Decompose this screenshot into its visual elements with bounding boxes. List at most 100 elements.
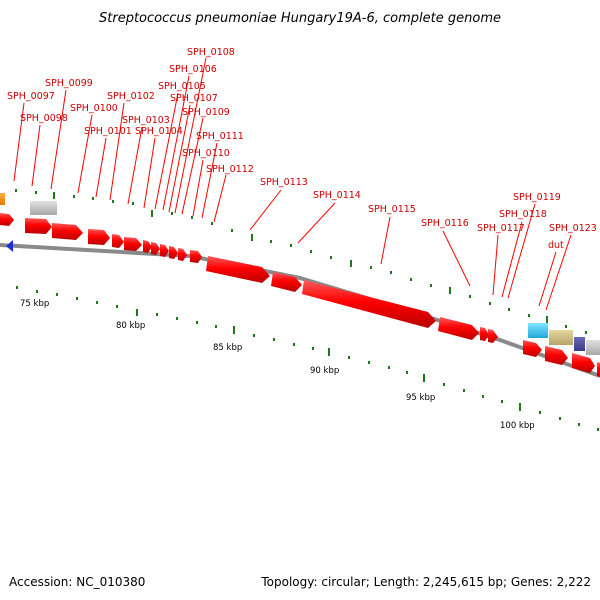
tick-mark: [156, 313, 158, 316]
feature-box[interactable]: [586, 340, 600, 355]
leader-line: [174, 57, 207, 214]
accession-text: Accession: NC_010380: [9, 575, 145, 589]
feature-box[interactable]: [30, 201, 57, 215]
scale-label-75: 75 kbp: [20, 299, 49, 309]
tick-mark: [348, 356, 350, 359]
gene-label[interactable]: SPH_0103: [122, 115, 170, 126]
gene-arrow[interactable]: [52, 223, 83, 240]
gene-arrow[interactable]: [438, 317, 479, 340]
gene-arrow[interactable]: [523, 340, 542, 357]
tick-mark: [290, 244, 292, 247]
tick-mark: [597, 428, 599, 431]
gene-label[interactable]: SPH_0112: [206, 164, 254, 175]
scale-label-95: 95 kbp: [406, 393, 435, 403]
tick-mark: [443, 383, 445, 386]
leader-line: [492, 234, 499, 296]
tick-mark: [449, 287, 451, 294]
gene-label[interactable]: SPH_0118: [499, 209, 547, 220]
leader-line: [501, 221, 523, 298]
gene-arrow[interactable]: [488, 329, 498, 343]
gene-label[interactable]: SPH_0100: [70, 103, 118, 114]
map-title: Streptococcus pneumoniae Hungary19A-6, c…: [99, 11, 501, 26]
tick-mark: [406, 371, 408, 374]
scale-tick-row: [16, 286, 599, 431]
gene-label[interactable]: dut: [548, 240, 564, 251]
tick-mark: [293, 343, 295, 346]
tick-mark: [73, 195, 75, 198]
feature-box[interactable]: [574, 337, 585, 351]
gene-arrow[interactable]: [178, 248, 187, 261]
tick-mark: [136, 309, 138, 316]
gene-arrow[interactable]: [151, 242, 160, 255]
leader-line: [213, 174, 227, 223]
scale-label-100: 100 kbp: [500, 421, 535, 431]
gene-arrow[interactable]: [302, 280, 436, 328]
gene-label[interactable]: SPH_0114: [313, 190, 361, 201]
gene-label[interactable]: SPH_0105: [158, 81, 206, 92]
tick-mark: [116, 305, 118, 308]
tick-mark: [539, 411, 541, 414]
gene-label[interactable]: SPH_0106: [169, 64, 217, 75]
tick-mark: [35, 191, 37, 194]
gene-label[interactable]: SPH_0101: [84, 126, 132, 137]
tick-mark: [233, 326, 235, 334]
gene-arrow[interactable]: [572, 353, 595, 373]
gene-label[interactable]: SPH_0117: [477, 223, 525, 234]
gene-label[interactable]: SPH_0097: [7, 91, 55, 102]
tick-mark: [273, 338, 275, 341]
leader-line: [50, 89, 67, 190]
gene-arrow[interactable]: [25, 218, 52, 234]
gene-arrow[interactable]: [88, 229, 110, 245]
gene-label[interactable]: SPH_0098: [20, 113, 68, 124]
feature-box[interactable]: [0, 193, 5, 205]
gene-label[interactable]: SPH_0111: [196, 131, 244, 142]
leader-line: [13, 102, 25, 182]
gene-arrow[interactable]: [190, 250, 202, 263]
leader-line: [297, 202, 336, 244]
gene-label[interactable]: SPH_0099: [45, 78, 93, 89]
gene-label[interactable]: SPH_0107: [170, 93, 218, 104]
scale-label-85: 85 kbp: [213, 343, 242, 353]
gene-arrow[interactable]: [597, 362, 600, 377]
scale-label-90: 90 kbp: [310, 366, 339, 376]
leader-line: [77, 114, 93, 194]
feature-box[interactable]: [549, 330, 573, 345]
gene-label[interactable]: SPH_0115: [368, 204, 416, 215]
gene-arrow[interactable]: [143, 240, 152, 253]
gene-arrow[interactable]: [160, 244, 169, 257]
gene-label[interactable]: SPH_0116: [421, 218, 469, 229]
gene-label[interactable]: SPH_0102: [107, 91, 155, 102]
gene-arrow[interactable]: [124, 237, 142, 251]
tick-mark: [312, 347, 314, 350]
gene-label[interactable]: SPH_0123: [549, 223, 597, 234]
gene-arrow[interactable]: [169, 246, 178, 259]
gene-label[interactable]: SPH_0109: [182, 107, 230, 118]
gene-label[interactable]: SPH_0113: [260, 177, 308, 188]
gene-label[interactable]: SPH_0104: [135, 126, 183, 137]
leader-line: [162, 75, 190, 211]
gene-arrow[interactable]: [112, 234, 124, 248]
tick-mark: [191, 216, 193, 219]
gene-arrow[interactable]: [271, 272, 302, 292]
leader-lines: [13, 57, 572, 311]
gene-arrow[interactable]: [545, 346, 568, 365]
tick-mark: [546, 316, 548, 323]
scale-labels: 75 kbp 80 kbp 85 kbp 90 kbp 95 kbp 100 k…: [20, 299, 535, 431]
gene-label[interactable]: SPH_0110: [182, 148, 230, 159]
scale-label-80: 80 kbp: [116, 321, 145, 331]
gene-arrow[interactable]: [480, 327, 489, 341]
leader-line: [127, 126, 143, 205]
feature-box[interactable]: [528, 323, 548, 338]
gene-arrow[interactable]: [206, 256, 270, 283]
gene-label[interactable]: SPH_0119: [513, 192, 561, 203]
tick-mark: [76, 297, 78, 300]
leader-line: [109, 102, 125, 201]
tick-mark: [410, 278, 412, 281]
gene-arrow[interactable]: [0, 213, 14, 226]
tick-mark: [56, 293, 58, 296]
upper-tick-row: [15, 189, 587, 334]
tick-mark: [251, 234, 253, 241]
tick-mark: [489, 302, 491, 305]
gene-label[interactable]: SPH_0108: [187, 47, 235, 58]
